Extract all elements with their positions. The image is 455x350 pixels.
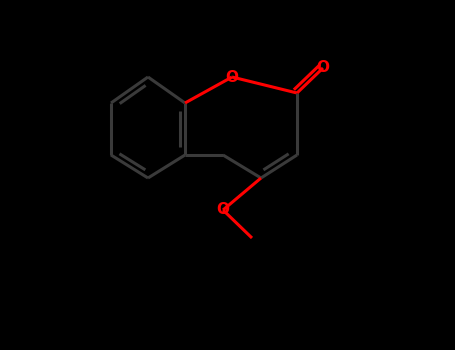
Text: O: O [226, 70, 238, 84]
Text: O: O [217, 203, 229, 217]
Text: O: O [317, 61, 329, 76]
